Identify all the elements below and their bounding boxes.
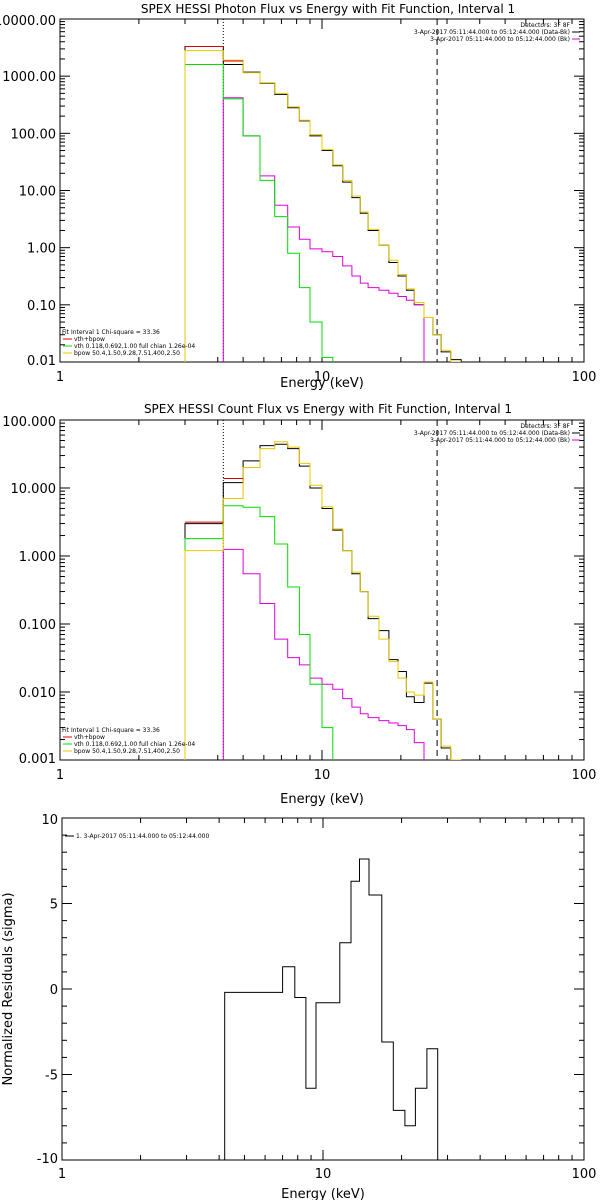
- y-tick-label: 10000.00: [0, 14, 56, 29]
- legend-right-text: Detectors: 3F 8F: [520, 22, 570, 29]
- legend-left-text: 1. 3-Apr-2017 05:11:44.000 to 05:12:44.0…: [76, 833, 209, 840]
- y-tick-label: -5: [45, 1069, 58, 1084]
- legend-left-text: bpow 50.4,1.50,9.28,7.51,400,2.50: [74, 748, 180, 755]
- series-line-vth-bpow: [184, 441, 462, 760]
- x-tick-label: 1: [56, 768, 64, 783]
- y-tick-label: 10.000: [11, 482, 57, 497]
- legend-left-text: vth+bpow: [74, 734, 105, 741]
- series-line-vth: [184, 505, 344, 760]
- y-axis-label: Normalized Residuals (sigma): [1, 892, 16, 1085]
- legend-left-text: vth 0.118,0.692,1.00 full chian 1.26e-04: [74, 741, 195, 748]
- chart-panel-2: SPEX HESSI Count Flux vs Energy with Fit…: [2, 402, 596, 807]
- y-tick-label: 1.000: [19, 550, 56, 565]
- y-tick-label: 0.001: [19, 752, 56, 767]
- chart-title: SPEX HESSI Photon Flux vs Energy with Fi…: [141, 2, 515, 16]
- legend-left-text: Fit Interval 1 Chi-square = 33.36: [62, 727, 160, 734]
- x-tick-label: 1: [56, 370, 64, 385]
- y-tick-label: 0: [50, 983, 58, 998]
- series-line-data-bk: [184, 443, 462, 760]
- series-line-data-bk: [184, 46, 462, 362]
- series-group: [184, 441, 462, 760]
- y-tick-label: 100.00: [11, 127, 57, 142]
- x-axis-label: Energy (keV): [281, 1187, 365, 1200]
- x-tick-label: 100: [572, 370, 597, 385]
- y-tick-label: 1000.00: [2, 70, 56, 85]
- legend-left-text: bpow 50.4,1.50,9.28,7.51,400,2.50: [74, 350, 180, 357]
- y-tick-label: 1.00: [27, 242, 56, 257]
- y-tick-label: 0.010: [19, 686, 56, 701]
- y-tick-label: 0.10: [27, 299, 56, 314]
- legend-right-text: 3-Apr-2017 05:11:44.000 to 05:12:44.000 …: [430, 437, 570, 444]
- legend-right-text: 3-Apr-2017 05:11:44.000 to 05:12:44.000 …: [414, 29, 570, 36]
- y-tick-label: 0.01: [27, 354, 56, 369]
- y-tick-label: 5: [50, 898, 58, 913]
- plot-frame: [61, 817, 585, 1161]
- chart-title: SPEX HESSI Count Flux vs Energy with Fit…: [144, 402, 512, 416]
- y-tick-label: 10: [41, 813, 58, 828]
- y-tick-label: 10.00: [19, 185, 56, 200]
- y-tick-label: 0.100: [19, 618, 56, 633]
- y-tick-label: 100.000: [2, 415, 56, 430]
- series-line-bk: [222, 97, 434, 362]
- series-line-bk: [222, 548, 434, 760]
- x-tick-label: 10: [314, 768, 331, 783]
- legend-left-text: vth+bpow: [74, 336, 105, 343]
- y-tick-label: -10: [37, 1152, 58, 1167]
- x-tick-label: 100: [572, 768, 597, 783]
- x-axis-label: Energy (keV): [280, 792, 364, 807]
- plot-frame: [59, 18, 585, 363]
- legend-left-text: Fit Interval 1 Chi-square = 33.36: [62, 329, 160, 336]
- legend-left-text: vth 0.118,0.692,1.00 full chian 1.26e-04: [74, 343, 195, 350]
- chart-panel-3: 1 10 100 Energy (keV) -10 -5 0 5 10 Normalized Re…: [1, 813, 596, 1200]
- chart-panel-1: SPEX HESSI Photon Flux vs Energy with Fi…: [0, 2, 597, 391]
- legend-right-text: Detectors: 3F 8F: [520, 423, 570, 430]
- x-tick-label: 10: [315, 1167, 332, 1182]
- legend-right-text: 3-Apr-2017 05:11:44.000 to 05:12:44.000 …: [414, 430, 570, 437]
- x-tick-label: 1: [58, 1167, 66, 1182]
- series-group: [224, 858, 439, 1160]
- series-group: [184, 46, 462, 362]
- x-tick-label: 100: [572, 1167, 597, 1182]
- series-line-residuals: [224, 858, 439, 1160]
- x-tick-label: 10: [314, 370, 331, 385]
- series-line-vth-bpow: [184, 50, 462, 362]
- series-line-vth: [184, 64, 344, 362]
- legend-right-text: 3-Apr-2017 05:11:44.000 to 05:12:44.000 …: [430, 36, 570, 43]
- x-axis-label: Energy (keV): [280, 376, 364, 391]
